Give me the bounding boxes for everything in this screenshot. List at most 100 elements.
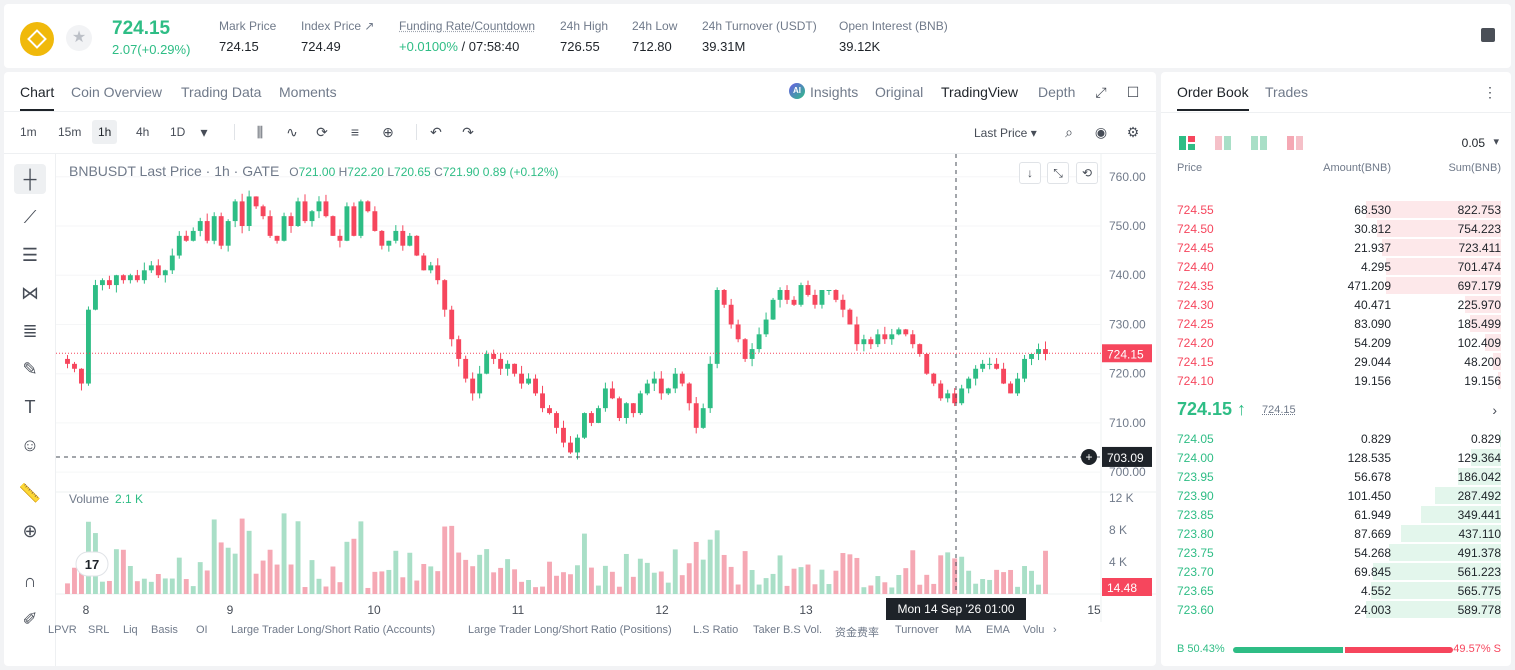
candle-body[interactable] xyxy=(980,363,986,369)
parallel-channel-icon[interactable]: ☰ xyxy=(21,245,39,265)
candle-body[interactable] xyxy=(637,393,643,414)
candle-body[interactable] xyxy=(791,299,797,305)
bid-row[interactable]: 724.05 0.829 0.829 xyxy=(1161,429,1511,448)
candle-body[interactable] xyxy=(672,373,678,389)
tab-trading-data[interactable]: Trading Data xyxy=(181,84,262,100)
candle-body[interactable] xyxy=(609,388,615,399)
candle-body[interactable] xyxy=(547,408,552,414)
candle-body[interactable] xyxy=(400,230,406,246)
candle-body[interactable] xyxy=(882,334,888,340)
emoji-icon[interactable]: ☺ xyxy=(20,435,40,455)
candle-body[interactable] xyxy=(805,285,811,295)
tab-coin-overview[interactable]: Coin Overview xyxy=(71,84,163,100)
candle-body[interactable] xyxy=(840,299,846,310)
candle-body[interactable] xyxy=(316,201,322,212)
tab-tradingview[interactable]: TradingView xyxy=(941,84,1019,100)
candle-body[interactable] xyxy=(987,363,993,365)
bid-row[interactable]: 723.70 69.845 561.223 xyxy=(1161,562,1511,581)
candle-body[interactable] xyxy=(749,349,755,359)
candle-body[interactable] xyxy=(491,354,497,359)
candle-body[interactable] xyxy=(477,373,483,394)
candle-body[interactable] xyxy=(435,265,441,281)
candle-body[interactable] xyxy=(707,363,713,409)
precision-select[interactable]: 0.05 xyxy=(1461,136,1485,150)
candle-body[interactable] xyxy=(79,368,84,384)
candle-body[interactable] xyxy=(344,206,350,241)
indicator-item[interactable]: Turnover xyxy=(895,624,939,636)
search-icon[interactable]: ⌕ xyxy=(1065,124,1073,140)
candle-body[interactable] xyxy=(665,388,671,394)
candle-body[interactable] xyxy=(798,285,804,305)
ask-row[interactable]: 724.45 21.937 723.411 xyxy=(1161,238,1511,257)
candle-body[interactable] xyxy=(267,216,273,236)
candle-body[interactable] xyxy=(973,368,979,379)
candle-body[interactable] xyxy=(854,324,860,345)
candlestick-chart[interactable]: 760.00 750.00 740.00 730.00 720.00 710.00 700.… xyxy=(56,154,1156,622)
compare-icon[interactable]: ⟳ xyxy=(316,124,328,140)
view-bids-asks-icon[interactable] xyxy=(1215,136,1231,150)
ask-row[interactable]: 724.50 30.812 754.223 xyxy=(1161,219,1511,238)
bid-row[interactable]: 723.95 56.678 186.042 xyxy=(1161,467,1511,486)
add-alert-plus-icon[interactable] xyxy=(1081,448,1097,465)
pattern-icon[interactable]: ⋈ xyxy=(21,283,39,303)
bid-row[interactable]: 723.90 101.450 287.492 xyxy=(1161,486,1511,505)
guide-book-icon[interactable] xyxy=(1481,28,1495,42)
indicator-item[interactable]: SRL xyxy=(88,624,110,636)
candle-body[interactable] xyxy=(938,383,944,399)
candle-body[interactable] xyxy=(148,265,154,271)
ask-row[interactable]: 724.15 29.044 48.200 xyxy=(1161,352,1511,371)
candle-body[interactable] xyxy=(484,354,490,374)
candle-body[interactable] xyxy=(246,196,252,226)
tab-depth[interactable]: Depth xyxy=(1038,84,1076,100)
indicator-item[interactable]: Volu xyxy=(1023,624,1045,636)
candle-body[interactable] xyxy=(819,290,825,305)
candle-body[interactable] xyxy=(218,216,224,246)
candle-body[interactable] xyxy=(686,383,692,404)
candle-body[interactable] xyxy=(1036,349,1041,354)
candle-body[interactable] xyxy=(428,265,434,271)
brush-icon[interactable]: ✎ xyxy=(22,359,38,379)
candle-body[interactable] xyxy=(1029,354,1034,359)
candle-body[interactable] xyxy=(784,290,790,300)
candle-body[interactable] xyxy=(372,211,378,231)
price-type-select[interactable]: Last Price ▾ xyxy=(974,126,1037,140)
bid-row[interactable]: 723.75 54.268 491.378 xyxy=(1161,543,1511,562)
indicator-item[interactable]: Large Trader Long/Short Ratio (Accounts) xyxy=(231,624,436,636)
candle-body[interactable] xyxy=(155,265,161,276)
candle-body[interactable] xyxy=(595,408,601,423)
candle-body[interactable] xyxy=(994,363,1000,369)
chevron-right-icon[interactable]: › xyxy=(1053,624,1057,636)
candle-body[interactable] xyxy=(931,373,937,384)
candle-body[interactable] xyxy=(225,221,231,246)
view-asks-icon[interactable] xyxy=(1287,136,1303,150)
candle-body[interactable] xyxy=(763,319,769,335)
candle-body[interactable] xyxy=(533,378,538,394)
favorite-star-icon[interactable]: ★ xyxy=(66,25,92,51)
bid-row[interactable]: 724.00 128.535 129.364 xyxy=(1161,448,1511,467)
candle-body[interactable] xyxy=(540,393,545,409)
candle-body[interactable] xyxy=(714,290,720,364)
candle-body[interactable] xyxy=(365,201,371,212)
candle-body[interactable] xyxy=(72,363,77,369)
candle-body[interactable] xyxy=(623,403,629,418)
candle-body[interactable] xyxy=(959,388,965,404)
candle-body[interactable] xyxy=(470,378,476,394)
candle-body[interactable] xyxy=(693,403,699,428)
candle-body[interactable] xyxy=(519,373,525,384)
candle-body[interactable] xyxy=(260,206,266,217)
indicators-icon[interactable]: ∿ xyxy=(286,124,298,140)
candle-body[interactable] xyxy=(421,255,427,271)
precision-dropdown-icon[interactable]: ▾ xyxy=(1493,136,1499,148)
view-bids-icon[interactable] xyxy=(1251,136,1267,150)
candle-body[interactable] xyxy=(183,235,189,241)
candle-body[interactable] xyxy=(966,378,972,389)
candle-body[interactable] xyxy=(554,413,559,428)
candle-body[interactable] xyxy=(917,344,923,354)
candle-body[interactable] xyxy=(330,216,336,236)
candle-body[interactable] xyxy=(945,393,951,399)
candle-body[interactable] xyxy=(658,378,664,394)
candle-body[interactable] xyxy=(903,329,909,335)
candle-body[interactable] xyxy=(456,339,462,359)
candle-body[interactable] xyxy=(463,358,469,379)
candle-body[interactable] xyxy=(651,378,657,384)
